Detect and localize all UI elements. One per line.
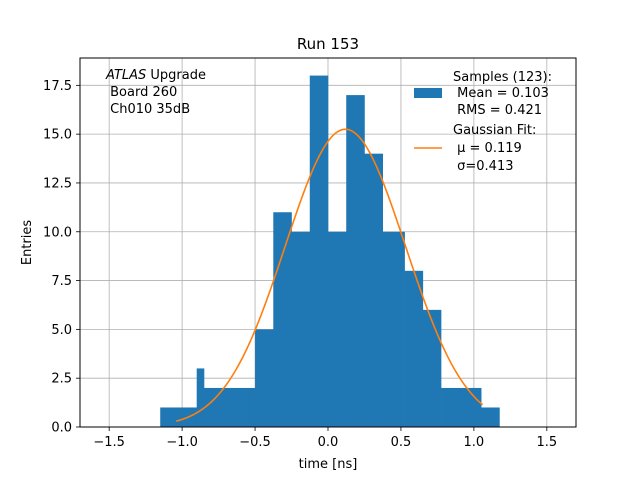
legend-samples-title: Samples (123):	[453, 70, 552, 85]
y-tick-label-5: 12.5	[43, 176, 72, 191]
histogram-bar-13	[404, 270, 424, 427]
legend-fit-mu: μ = 0.119	[453, 141, 522, 156]
atlas-annotation: ATLAS Upgrade Board 260 Ch010 35dB	[105, 68, 206, 117]
histogram-bar-15	[441, 387, 460, 427]
annotation-upgrade: Upgrade	[146, 68, 206, 83]
y-tick-label-6: 15.0	[43, 128, 72, 143]
annotation-line-3: Ch010 35dB	[106, 102, 190, 117]
histogram-bar-10	[346, 95, 365, 427]
y-tick-label-7: 17.5	[43, 79, 72, 94]
histogram-bar-8	[309, 75, 329, 428]
y-tick-label-3: 7.5	[51, 274, 72, 289]
histogram-bar-6	[273, 212, 292, 427]
y-tick-label-2: 5.0	[51, 323, 72, 338]
histogram-bar-12	[382, 231, 405, 427]
axis-ticks: −1.5 −1.0 −0.5 0.0 0.5 1.0 1.5 0.0 2.5 5.0 7.5 10.0…	[43, 79, 557, 450]
histogram-bar-11	[364, 153, 384, 427]
y-axis-label: Entries	[20, 220, 35, 266]
legend: Samples (123): Mean = 0.103 RMS = 0.421 …	[414, 70, 552, 174]
annotation-line-2: Board 260	[106, 85, 177, 100]
x-tick-label-0: −1.5	[93, 435, 125, 450]
histogram-bar-9	[328, 231, 347, 427]
histogram-bar-17	[481, 407, 500, 427]
annotation-atlas: ATLAS	[105, 68, 146, 83]
histogram-bars	[160, 75, 500, 428]
legend-samples-patch	[414, 88, 442, 98]
histogram-bar-2	[196, 368, 205, 427]
y-tick-label-0: 0.0	[51, 421, 72, 436]
histogram-bar-16	[459, 387, 482, 427]
histogram-bar-7	[291, 231, 311, 427]
histogram-bar-3	[204, 387, 216, 427]
histogram-bar-4	[214, 387, 256, 427]
y-tick-label-4: 10.0	[43, 225, 72, 240]
annotation-line-1: ATLAS Upgrade	[105, 68, 206, 83]
gaussian-fit	[176, 128, 484, 422]
histogram-bar-5	[255, 329, 274, 427]
x-tick-label-6: 1.5	[536, 435, 557, 450]
x-axis-label: time [ns]	[299, 457, 358, 472]
legend-fit-title: Gaussian Fit:	[453, 123, 536, 138]
x-tick-label-5: 1.0	[464, 435, 485, 450]
legend-fit-sigma: σ=0.413	[453, 159, 513, 174]
legend-samples-rms: RMS = 0.421	[453, 103, 542, 118]
x-tick-label-3: 0.0	[318, 435, 339, 450]
legend-samples-mean: Mean = 0.103	[453, 86, 549, 101]
gaussian-fit-curve	[176, 128, 484, 422]
y-tick-label-1: 2.5	[51, 372, 72, 387]
histogram-bar-0	[160, 407, 179, 427]
x-tick-label-2: −0.5	[239, 435, 271, 450]
histogram-bar-14	[422, 309, 442, 427]
chart-title: Run 153	[297, 35, 359, 53]
x-tick-label-1: −1.0	[166, 435, 198, 450]
x-tick-label-4: 0.5	[391, 435, 412, 450]
